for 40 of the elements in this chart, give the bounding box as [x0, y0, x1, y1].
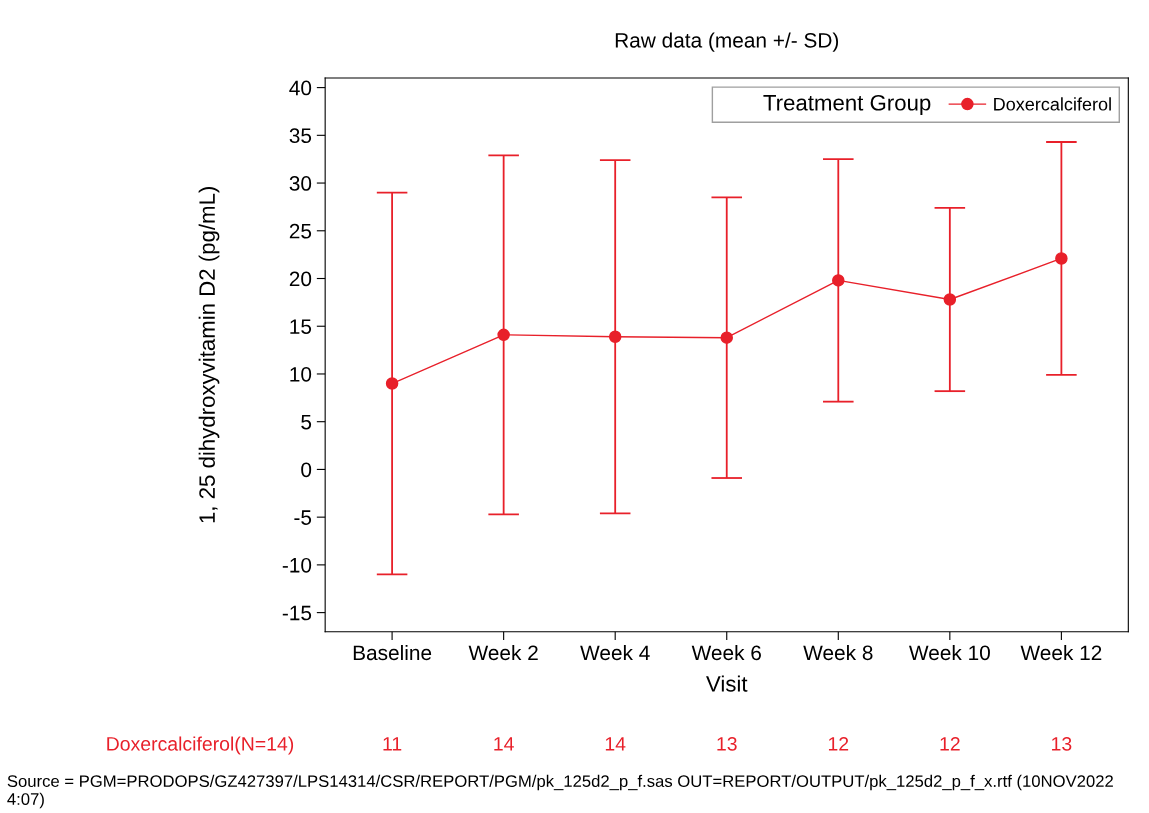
text: 13 — [1052, 736, 1072, 751]
legend-label: Doxercalciferol — [994, 97, 1111, 111]
point — [943, 293, 957, 306]
text: 14 — [494, 737, 514, 751]
y-tick-label: 35 — [289, 128, 312, 144]
y-tick-label: 30 — [289, 176, 312, 191]
y-tick-label: -15 — [282, 605, 312, 621]
chart-title: Raw data (mean +/- SD) — [615, 32, 839, 52]
text: Doxercalciferol(N=14) — [107, 736, 294, 755]
legend-title: Treatment Group — [763, 94, 931, 116]
text: 11 — [383, 737, 402, 751]
text: 12 — [828, 736, 849, 751]
text: 12 — [940, 736, 960, 751]
text: 13 — [717, 736, 737, 751]
y-tick-label: 40 — [289, 80, 312, 96]
y-tick-label: -5 — [294, 510, 312, 525]
source-note: Source = PGM=PRODOPS/GZ427397/LPS14314/CSR/REPORT/PGM/pk_125d2_p_f.sas OUT=REPORT/OUTPUT/pk_125d2_p_f_x.rtf (10NOV2022 4:07) — [7, 774, 1113, 809]
y-axis-title: 1, 25 dihydroxyvitamin D2 (pg/mL) — [198, 187, 220, 523]
point — [832, 274, 845, 287]
x-tick-label: Week 6 — [691, 644, 761, 661]
point — [497, 328, 510, 342]
x-tick-label: Week 10 — [909, 644, 990, 661]
y-tick-label: 15 — [290, 319, 312, 334]
x-tick-label: Week 8 — [803, 644, 873, 661]
point — [720, 331, 733, 344]
x-tick-label: Baseline — [353, 644, 432, 661]
y-tick-label: 0 — [301, 462, 312, 478]
x-tick-label: Week 2 — [468, 644, 538, 661]
x-tick-label: Week 4 — [580, 644, 650, 661]
x-axis-title: Visit — [706, 675, 748, 692]
point — [1055, 252, 1068, 265]
y-tick-label: 10 — [290, 366, 312, 382]
x-tick-label: Week 12 — [1020, 644, 1102, 661]
y-tick-label: 5 — [301, 414, 312, 430]
y-tick-label: 20 — [289, 271, 312, 287]
y-tick-label: 25 — [289, 223, 312, 239]
point — [385, 377, 399, 390]
point — [608, 330, 622, 343]
text: 14 — [605, 737, 626, 751]
y-tick-label: -10 — [282, 557, 312, 573]
